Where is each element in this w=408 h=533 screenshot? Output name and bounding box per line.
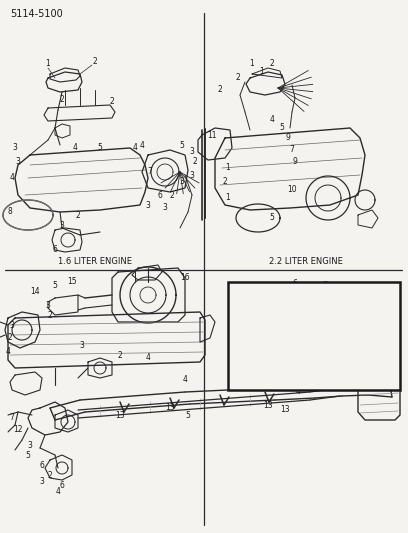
Text: 2: 2 (110, 98, 114, 107)
Text: 3: 3 (9, 320, 14, 329)
Text: 3: 3 (246, 316, 251, 325)
Text: 4: 4 (133, 143, 137, 152)
Text: 2: 2 (93, 58, 98, 67)
Text: 6: 6 (157, 190, 162, 199)
Text: 6: 6 (293, 279, 297, 288)
Text: 4: 4 (55, 488, 60, 497)
Text: 2: 2 (193, 157, 197, 166)
Text: 13: 13 (263, 400, 273, 409)
Text: 12: 12 (320, 374, 330, 383)
Text: 4: 4 (73, 143, 78, 152)
Text: 6: 6 (40, 461, 44, 470)
Text: 4: 4 (270, 116, 275, 125)
Text: 10: 10 (287, 185, 297, 195)
Text: 15: 15 (67, 278, 77, 287)
Text: 2: 2 (75, 211, 80, 220)
Text: 9: 9 (293, 157, 297, 166)
Text: 5: 5 (279, 124, 284, 133)
Text: 3: 3 (46, 301, 51, 310)
Text: 2: 2 (60, 95, 64, 104)
Text: 1: 1 (259, 68, 264, 77)
Text: 16: 16 (180, 273, 190, 282)
Text: 3: 3 (180, 177, 184, 187)
Text: 4: 4 (9, 174, 14, 182)
Text: 3: 3 (80, 341, 84, 350)
Text: 3: 3 (375, 318, 380, 327)
Text: 14: 14 (30, 287, 40, 296)
Text: 3: 3 (60, 221, 64, 230)
Text: 1: 1 (250, 60, 254, 69)
Text: 2: 2 (297, 318, 302, 327)
Text: 1: 1 (226, 193, 231, 203)
Text: 7: 7 (148, 167, 153, 176)
Text: 4: 4 (182, 376, 187, 384)
Text: 2: 2 (48, 311, 52, 319)
Text: 1: 1 (226, 164, 231, 173)
Text: 5: 5 (26, 450, 31, 459)
Text: 2: 2 (217, 85, 222, 94)
Text: 6: 6 (60, 481, 64, 489)
Text: 2: 2 (170, 190, 174, 199)
Text: 3: 3 (146, 200, 151, 209)
Text: 5114-5100: 5114-5100 (10, 9, 63, 19)
Text: 3: 3 (13, 143, 18, 152)
Text: 9: 9 (286, 133, 290, 142)
Text: 7: 7 (9, 414, 14, 423)
Text: 5: 5 (53, 280, 58, 289)
Text: 3: 3 (28, 440, 33, 449)
Text: 5: 5 (180, 141, 184, 149)
Text: 4: 4 (6, 348, 11, 357)
Text: 2: 2 (8, 334, 12, 343)
Text: 7: 7 (323, 280, 328, 289)
Text: 6: 6 (359, 284, 364, 293)
Text: 2: 2 (48, 471, 52, 480)
Text: 2: 2 (223, 177, 227, 187)
Text: 4: 4 (146, 353, 151, 362)
Text: 7: 7 (290, 146, 295, 155)
Text: 8: 8 (8, 207, 12, 216)
Text: 13: 13 (297, 377, 307, 386)
Text: 3: 3 (40, 478, 44, 487)
Text: 3: 3 (190, 148, 195, 157)
Text: 13: 13 (165, 403, 175, 413)
Text: 4: 4 (295, 387, 300, 397)
Text: 3: 3 (162, 204, 167, 213)
Text: 2: 2 (270, 60, 274, 69)
Text: 1: 1 (46, 60, 50, 69)
Text: 11: 11 (207, 131, 217, 140)
Text: 1.6 LITER ENGINE: 1.6 LITER ENGINE (58, 257, 132, 266)
Text: 13: 13 (115, 410, 125, 419)
Text: 2: 2 (118, 351, 122, 359)
Text: 6: 6 (53, 246, 58, 254)
Text: 12: 12 (13, 425, 23, 434)
Text: 2.2 LITER ENGINE: 2.2 LITER ENGINE (269, 257, 343, 266)
Bar (228, 282, 400, 390)
Text: 2: 2 (236, 74, 240, 83)
Text: 13: 13 (340, 370, 350, 379)
Text: 13: 13 (280, 406, 290, 415)
Text: 5: 5 (270, 214, 275, 222)
Text: 4: 4 (140, 141, 144, 149)
Text: 5: 5 (98, 143, 102, 152)
Text: 3: 3 (16, 157, 20, 166)
Text: 3: 3 (190, 171, 195, 180)
Text: 5: 5 (186, 410, 191, 419)
